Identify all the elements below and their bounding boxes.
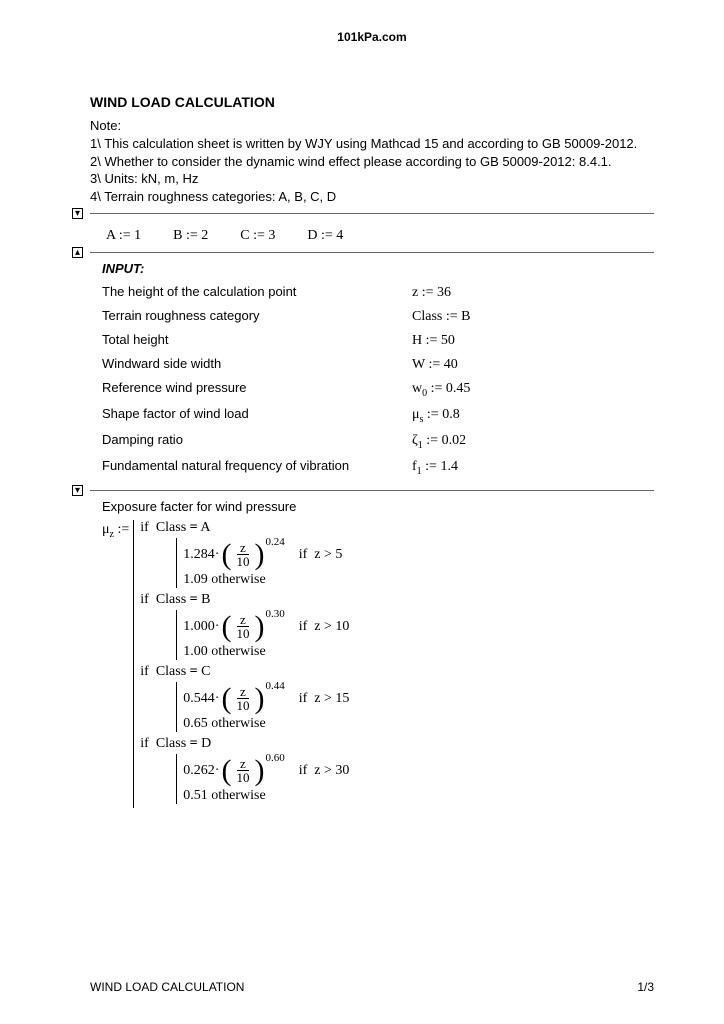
notes-block: 1\ This calculation sheet is written by … — [90, 135, 654, 205]
constant-def: B := 2 — [173, 228, 208, 244]
input-value: Class := B — [412, 306, 470, 327]
class-body: 0.262·(z10)0.60if z > 300.51 otherwise — [176, 754, 349, 804]
note-line: 2\ Whether to consider the dynamic wind … — [90, 153, 654, 171]
formula-line: 0.262·(z10)0.60if z > 30 — [183, 754, 349, 788]
input-value: μs := 0.8 — [412, 404, 460, 427]
class-case: if Class = C 0.544·(z10)0.44if z > 150.65… — [140, 664, 349, 732]
class-case: if Class = D 0.262·(z10)0.60if z > 300.51… — [140, 736, 349, 804]
input-value: w0 := 0.45 — [412, 378, 470, 401]
muz-subscript: z — [110, 529, 114, 540]
input-label: The height of the calculation point — [102, 282, 412, 303]
class-condition: if Class = C — [140, 664, 349, 680]
input-value: H := 50 — [412, 330, 455, 351]
note-line: 3\ Units: kN, m, Hz — [90, 170, 654, 188]
exposure-title: Exposure facter for wind pressure — [102, 499, 654, 514]
input-row: Damping ratioζ1 := 0.02 — [102, 430, 654, 453]
note-line: 1\ This calculation sheet is written by … — [90, 135, 654, 153]
assign-op: := — [117, 522, 129, 537]
input-row: Reference wind pressurew0 := 0.45 — [102, 378, 654, 401]
constant-def: C := 3 — [240, 228, 275, 244]
input-row: Shape factor of wind loadμs := 0.8 — [102, 404, 654, 427]
class-case: if Class = B 1.000·(z10)0.30if z > 101.00… — [140, 592, 349, 660]
input-label: Reference wind pressure — [102, 378, 412, 401]
constants-region: ▾ A := 1B := 2C := 3D := 4 ▴ — [90, 213, 654, 252]
note-label: Note: — [90, 118, 654, 133]
class-condition: if Class = A — [140, 520, 349, 536]
input-header: INPUT: — [102, 261, 654, 276]
formula-line: 1.000·(z10)0.30if z > 10 — [183, 610, 349, 644]
muz-definition: μz := if Class = A 1.284·(z10)0.24if z > … — [102, 520, 654, 808]
class-condition: if Class = D — [140, 736, 349, 752]
page-footer: WIND LOAD CALCULATION 1/3 — [90, 980, 654, 994]
class-body: 1.000·(z10)0.30if z > 101.00 otherwise — [176, 610, 349, 660]
input-value: z := 36 — [412, 282, 451, 303]
input-value: W := 40 — [412, 354, 458, 375]
region-toggle-icon[interactable]: ▾ — [72, 208, 83, 219]
class-body: 0.544·(z10)0.44if z > 150.65 otherwise — [176, 682, 349, 732]
otherwise-line: 1.09 otherwise — [183, 572, 349, 588]
formula-line: 1.284·(z10)0.24if z > 5 — [183, 538, 349, 572]
input-row: The height of the calculation pointz := … — [102, 282, 654, 303]
input-label: Total height — [102, 330, 412, 351]
input-list: The height of the calculation pointz := … — [90, 282, 654, 478]
input-value: f1 := 1.4 — [412, 456, 458, 479]
otherwise-line: 1.00 otherwise — [183, 644, 349, 660]
constant-def: D := 4 — [307, 228, 343, 244]
formula-line: 0.544·(z10)0.44if z > 15 — [183, 682, 349, 716]
input-value: ζ1 := 0.02 — [412, 430, 466, 453]
note-line: 4\ Terrain roughness categories: A, B, C… — [90, 188, 654, 206]
class-condition: if Class = B — [140, 592, 349, 608]
input-label: Fundamental natural frequency of vibrati… — [102, 456, 412, 479]
constant-def: A := 1 — [106, 228, 141, 244]
input-label: Damping ratio — [102, 430, 412, 453]
region-toggle-icon[interactable]: ▾ — [72, 485, 83, 496]
footer-title: WIND LOAD CALCULATION — [90, 980, 244, 994]
page-title: WIND LOAD CALCULATION — [90, 94, 654, 110]
input-row: Fundamental natural frequency of vibrati… — [102, 456, 654, 479]
site-url: 101kPa.com — [90, 30, 654, 44]
footer-page-number: 1/3 — [637, 980, 654, 994]
class-case: if Class = A 1.284·(z10)0.24if z > 51.09 … — [140, 520, 349, 588]
region-toggle-icon[interactable]: ▴ — [72, 247, 83, 258]
constants-line: A := 1 B := 2 C := 3 D := 4 — [90, 214, 654, 252]
input-row: Terrain roughness categoryClass := B — [102, 306, 654, 327]
otherwise-line: 0.65 otherwise — [183, 716, 349, 732]
input-label: Windward side width — [102, 354, 412, 375]
input-label: Terrain roughness category — [102, 306, 412, 327]
class-body: 1.284·(z10)0.24if z > 51.09 otherwise — [176, 538, 349, 588]
input-row: Total heightH := 50 — [102, 330, 654, 351]
muz-symbol: μ — [102, 522, 110, 537]
input-label: Shape factor of wind load — [102, 404, 412, 427]
otherwise-line: 0.51 otherwise — [183, 788, 349, 804]
input-row: Windward side widthW := 40 — [102, 354, 654, 375]
exposure-region: ▾ Exposure facter for wind pressure μz :… — [90, 490, 654, 808]
